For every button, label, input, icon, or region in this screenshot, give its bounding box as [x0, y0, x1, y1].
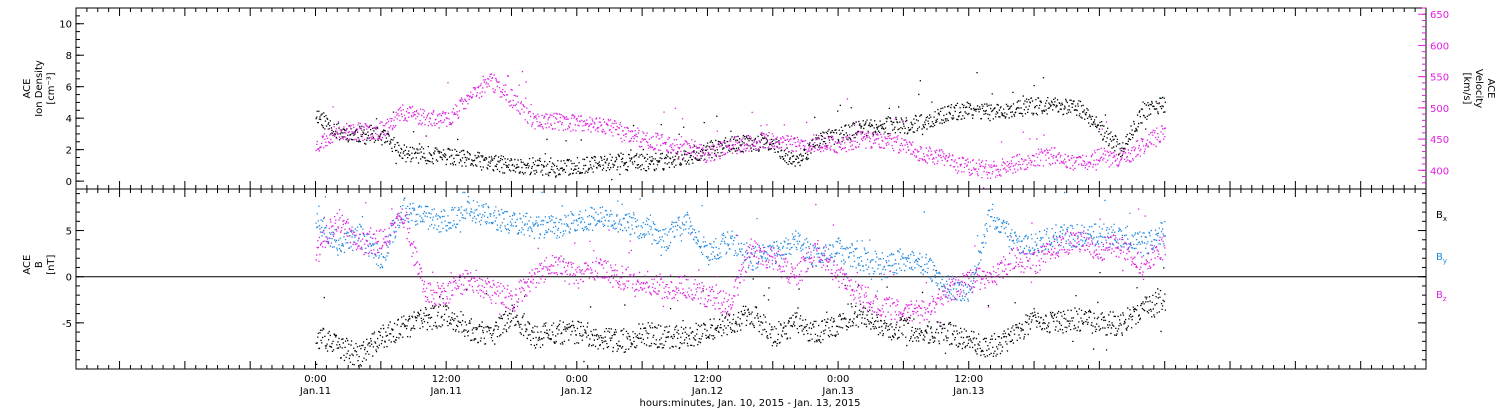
x-tick-date: Jan.12 [691, 386, 723, 397]
b-axis-title-line: ACE [22, 255, 33, 275]
x-tick-date: Jan.11 [429, 386, 461, 397]
legend-subscript: y [1443, 257, 1447, 265]
right-tick-label: 400 [1430, 166, 1449, 177]
left-axis-title-line: Ion Density [34, 60, 45, 117]
legend-base: B [1436, 210, 1443, 221]
legend-base: B [1436, 290, 1443, 301]
right-axis-title: ACEVelocity[km/s] [1461, 69, 1496, 108]
right-tick-label: 650 [1430, 10, 1449, 21]
x-tick-date: Jan.13 [952, 386, 984, 397]
right-axis-title-line: ACE [1485, 79, 1496, 99]
legend-entry: Bz [1436, 290, 1447, 303]
left-axis-title-line: ACE [22, 79, 33, 99]
ion-density-series-points [315, 72, 1166, 181]
x-tick-time: 0:00 [566, 374, 588, 385]
b-series-y [315, 191, 1166, 302]
b-tick-label: -5 [62, 319, 72, 330]
x-tick-time: 0:00 [827, 374, 849, 385]
left-tick-label: 6 [66, 83, 72, 94]
legend-subscript: z [1443, 295, 1447, 303]
left-tick-label: 0 [66, 177, 72, 188]
x-tick-time: 12:00 [693, 374, 722, 385]
x-tick-time: 12:00 [954, 374, 983, 385]
x-tick-time: 0:00 [304, 374, 326, 385]
b-series-z-points [315, 202, 1166, 324]
b-axis-title-line: B [34, 261, 45, 268]
right-axis-title-line: Velocity [1473, 69, 1484, 108]
x-tick-date: Jan.12 [560, 386, 592, 397]
b-tick-label: 0 [66, 273, 72, 284]
bottom-panel-frame [75, 188, 1427, 370]
left-axis-title: ACEIon Density[cm⁻³] [22, 60, 57, 117]
legend-base: B [1436, 252, 1443, 263]
b-axis-title: ACEB[nT] [22, 254, 57, 274]
right-tick-label: 550 [1430, 73, 1449, 84]
right-tick-label: 500 [1430, 104, 1449, 115]
right-tick-label: 600 [1430, 41, 1449, 52]
top-panel-frame [75, 7, 1427, 190]
x-axis-title: hours:minutes, Jan. 10, 2015 - Jan. 13, … [640, 398, 861, 409]
time-axis: 0:00Jan.1112:00Jan.110:00Jan.1212:00Jan.… [75, 8, 1427, 397]
left-tick-label: 2 [66, 146, 72, 157]
legend-subscript: x [1443, 215, 1447, 223]
b-axis-title-line: [nT] [46, 254, 57, 274]
x-tick-time: 12:00 [432, 374, 461, 385]
velocity-series [315, 70, 1166, 189]
x-tick-date: Jan.11 [299, 386, 331, 397]
b-tick-label: 5 [66, 227, 72, 238]
right-tick-label: 450 [1430, 135, 1449, 146]
velocity-series-points [315, 70, 1166, 189]
left-tick-label: 10 [59, 20, 72, 31]
b-series-z [315, 202, 1166, 324]
ion-density-series [315, 72, 1166, 181]
left-tick-label: 4 [66, 114, 72, 125]
b-series-y-points [315, 191, 1166, 302]
left-axis-title-line: [cm⁻³] [46, 72, 57, 104]
legend-entry: By [1436, 252, 1447, 265]
legend-entry: Bx [1436, 210, 1447, 223]
right-axis-title-line: [km/s] [1461, 73, 1472, 105]
left-tick-label: 8 [66, 51, 72, 62]
x-tick-date: Jan.13 [821, 386, 853, 397]
